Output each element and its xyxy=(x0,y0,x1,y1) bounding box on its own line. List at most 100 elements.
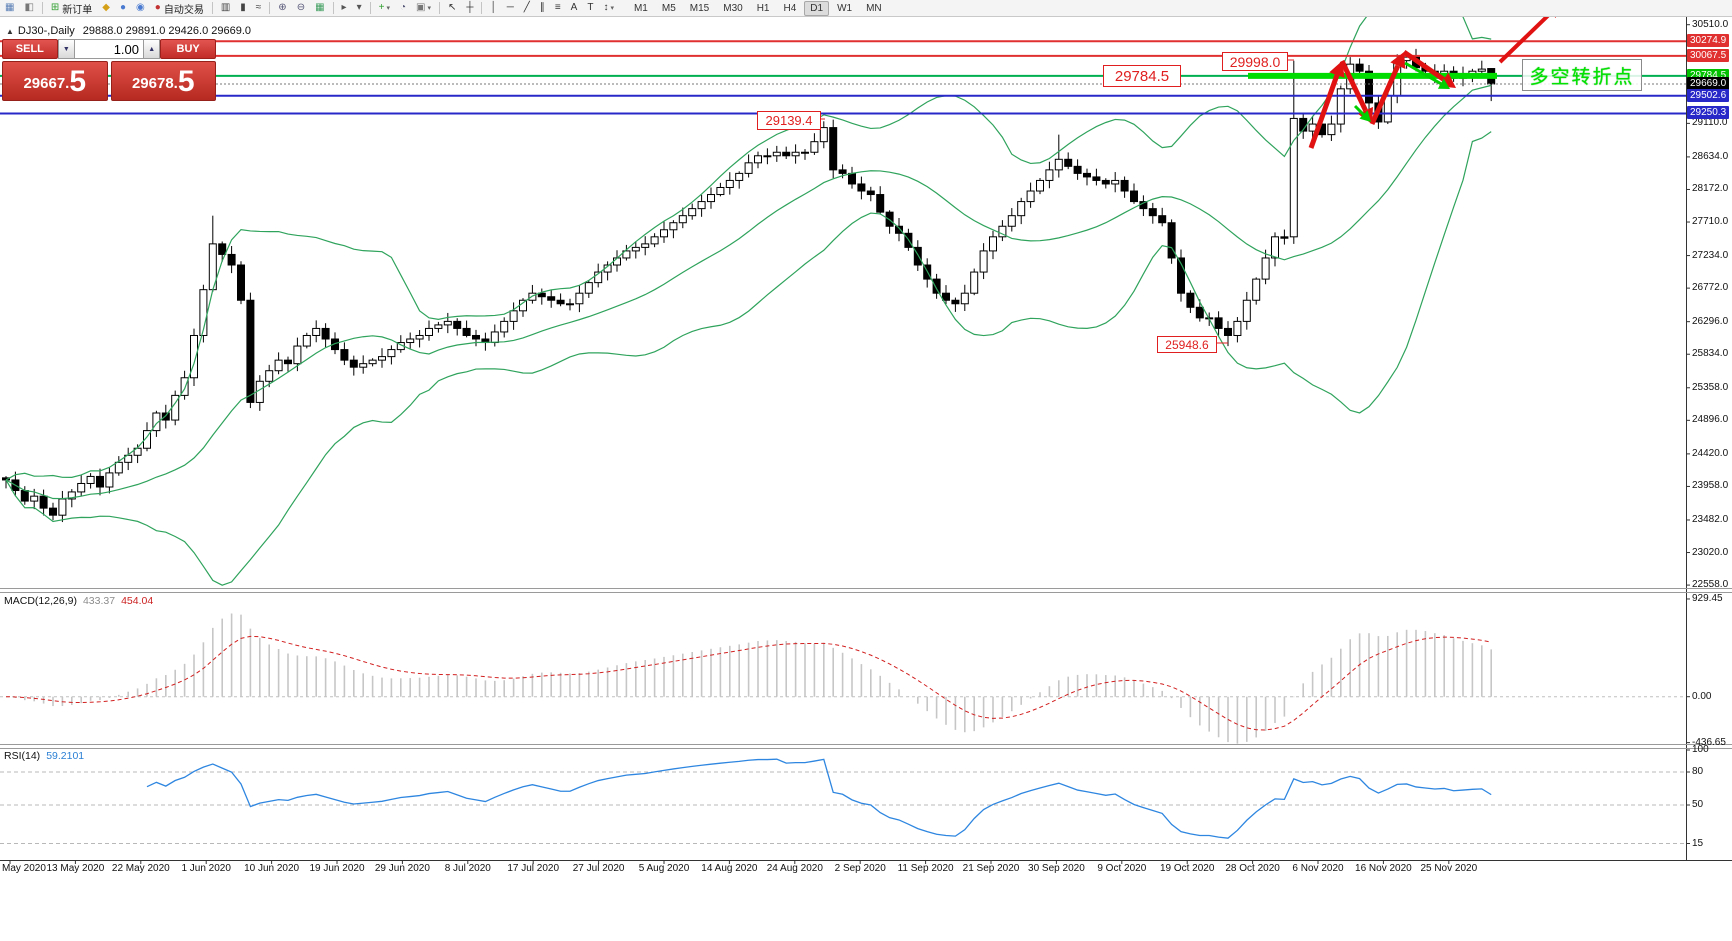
arrows-tool-caret-icon[interactable]: ▾ xyxy=(610,5,614,12)
price-tick[interactable]: 24896.0 xyxy=(1692,414,1729,426)
line-chart-mode-icon[interactable]: ≈ xyxy=(252,0,266,16)
date-label[interactable]: 19 Jun 2020 xyxy=(309,863,365,874)
date-label[interactable]: 6 Nov 2020 xyxy=(1292,863,1344,874)
volume-decrease-button[interactable]: ▼ xyxy=(57,39,75,59)
date-label[interactable]: 5 Aug 2020 xyxy=(638,863,690,874)
timeframe-M5[interactable]: M5 xyxy=(661,2,676,14)
sell-price-button[interactable]: 29667. 5 xyxy=(2,61,108,101)
horizontal-line-tool-icon[interactable]: ─ xyxy=(503,0,518,16)
trendline-tool-icon[interactable]: ╱ xyxy=(520,0,534,16)
annotation-arrowhead[interactable] xyxy=(1359,110,1371,122)
macd-panel[interactable] xyxy=(0,613,1686,744)
rsi-panel[interactable] xyxy=(0,758,1686,844)
date-label[interactable]: 21 Sep 2020 xyxy=(962,863,1020,874)
price-tick[interactable]: 29110.0 xyxy=(1692,117,1728,129)
market-watch-icon[interactable]: ● xyxy=(116,0,130,16)
sell-button[interactable]: SELL xyxy=(2,39,58,59)
timeframe-W1[interactable]: W1 xyxy=(837,2,853,14)
zoom-in-icon[interactable]: ⊕ xyxy=(274,0,290,16)
annotation-arrow[interactable] xyxy=(1369,64,1401,126)
price-tick[interactable]: 25358.0 xyxy=(1692,381,1729,393)
new-order-icon[interactable]: ⊞ 新订单 xyxy=(47,0,96,16)
timeframe-M15[interactable]: M15 xyxy=(689,2,710,14)
price-annotation-29998.0[interactable]: 29998.0 xyxy=(1222,52,1288,71)
price-tick[interactable]: 24420.0 xyxy=(1692,447,1729,459)
timeframe-M1[interactable]: M1 xyxy=(633,2,648,14)
note-box-turning-point[interactable]: 多空转折点 xyxy=(1522,59,1642,91)
templates-icon[interactable]: ▣ ▾ xyxy=(412,0,435,16)
rsi-axis-tick[interactable]: 50 xyxy=(1692,799,1704,810)
annotation-arrowhead[interactable] xyxy=(1390,52,1406,70)
date-label[interactable]: 19 Oct 2020 xyxy=(1159,863,1215,874)
candle-chart-mode-icon[interactable]: ▮ xyxy=(236,0,250,16)
macd-axis-tick[interactable]: -436.65 xyxy=(1692,736,1726,748)
annotation-arrow[interactable] xyxy=(1404,61,1442,85)
crosshair-icon[interactable]: ┼ xyxy=(462,0,477,16)
tile-windows-icon[interactable]: ▦ xyxy=(311,0,328,16)
expand-icon[interactable]: ▲ xyxy=(6,27,14,36)
timeframe-H4[interactable]: H4 xyxy=(783,2,797,14)
date-label[interactable]: 8 Jul 2020 xyxy=(444,863,491,874)
date-label[interactable]: 16 Nov 2020 xyxy=(1355,863,1412,874)
volume-input[interactable] xyxy=(75,39,143,59)
templates-caret-icon[interactable]: ▾ xyxy=(427,5,431,12)
price-tick[interactable]: 28172.0 xyxy=(1692,183,1729,195)
macd-axis-tick[interactable]: 929.45 xyxy=(1692,592,1723,604)
navigator-icon[interactable]: ▸ xyxy=(338,0,351,16)
price-tick[interactable]: 25834.0 xyxy=(1692,348,1729,360)
zoom-out-icon[interactable]: ⊖ xyxy=(293,0,309,16)
annotation-arrow[interactable] xyxy=(1498,13,1551,64)
price-tick[interactable]: 30510.0 xyxy=(1692,18,1729,30)
timeframe-H1[interactable]: H1 xyxy=(756,2,770,14)
date-label[interactable]: 27 Jul 2020 xyxy=(572,863,625,874)
autotrading-icon[interactable]: ● 自动交易 xyxy=(151,0,208,16)
price-tick[interactable]: 23482.0 xyxy=(1692,513,1729,525)
metaeditor-icon[interactable]: ◆ xyxy=(98,0,114,16)
date-label[interactable]: 17 Jul 2020 xyxy=(507,863,560,874)
arrows-tool-icon[interactable]: ↕ ▾ xyxy=(599,0,618,16)
date-label[interactable]: 28 Oct 2020 xyxy=(1225,863,1280,874)
annotation-arrow[interactable] xyxy=(1339,59,1368,112)
buy-price-button[interactable]: 29678. 5 xyxy=(110,61,216,101)
volume-increase-button[interactable]: ▲ xyxy=(143,39,161,59)
timeframe-M30[interactable]: M30 xyxy=(723,2,743,14)
date-label[interactable]: 29 Jun 2020 xyxy=(374,863,430,874)
date-label[interactable]: 1 Jun 2020 xyxy=(181,863,231,874)
timeframe-D1[interactable]: D1 xyxy=(804,0,830,16)
print-preview-icon[interactable]: ◧ xyxy=(20,0,37,16)
chart-grid-icon[interactable]: ▦ xyxy=(1,0,18,16)
date-label[interactable]: 22 May 2020 xyxy=(111,863,170,874)
price-tick[interactable]: 26772.0 xyxy=(1692,282,1729,294)
date-label[interactable]: 30 Sep 2020 xyxy=(1028,863,1085,874)
macd-axis-tick[interactable]: 0.00 xyxy=(1692,690,1712,702)
main-panel[interactable] xyxy=(0,0,1686,586)
channel-tool-icon[interactable]: ∥ xyxy=(536,0,549,16)
date-label[interactable]: 2 Sep 2020 xyxy=(834,863,886,874)
price-tick[interactable]: 26296.0 xyxy=(1692,315,1729,327)
label-tool-icon[interactable]: T xyxy=(583,0,597,16)
terminal-icon[interactable]: ▾ xyxy=(353,0,366,16)
bar-chart-mode-icon[interactable]: ▥ xyxy=(217,0,234,16)
price-tick[interactable]: 23958.0 xyxy=(1692,480,1729,492)
add-indicator-caret-icon[interactable]: ▾ xyxy=(386,5,390,12)
clock-icon[interactable]: ◔ xyxy=(396,0,410,16)
rsi-axis-tick[interactable]: 100 xyxy=(1692,744,1709,755)
price-tick[interactable]: 28634.0 xyxy=(1692,150,1729,162)
rsi-axis-tick[interactable]: 80 xyxy=(1692,766,1704,777)
buy-button[interactable]: BUY xyxy=(160,39,216,59)
date-label[interactable]: 13 May 2020 xyxy=(46,863,105,874)
price-annotation-29784.5[interactable]: 29784.5 xyxy=(1103,65,1181,87)
add-indicator-icon[interactable]: + ▾ xyxy=(375,0,394,16)
price-tick[interactable]: 27710.0 xyxy=(1692,216,1729,228)
annotation-arrowhead[interactable] xyxy=(1329,61,1345,78)
date-label[interactable]: 24 Aug 2020 xyxy=(766,863,823,874)
price-annotation-29139.4[interactable]: 29139.4 xyxy=(757,111,821,130)
date-label[interactable]: 10 Jun 2020 xyxy=(244,863,300,874)
fibonacci-tool-icon[interactable]: ≡ xyxy=(551,0,565,16)
date-label[interactable]: 14 Aug 2020 xyxy=(701,863,758,874)
annotation-arrow[interactable] xyxy=(1402,49,1446,82)
rsi-axis-tick[interactable]: 15 xyxy=(1692,837,1704,849)
date-label[interactable]: May 2020 xyxy=(2,863,46,874)
price-annotation-25948.6[interactable]: 25948.6 xyxy=(1157,336,1217,353)
